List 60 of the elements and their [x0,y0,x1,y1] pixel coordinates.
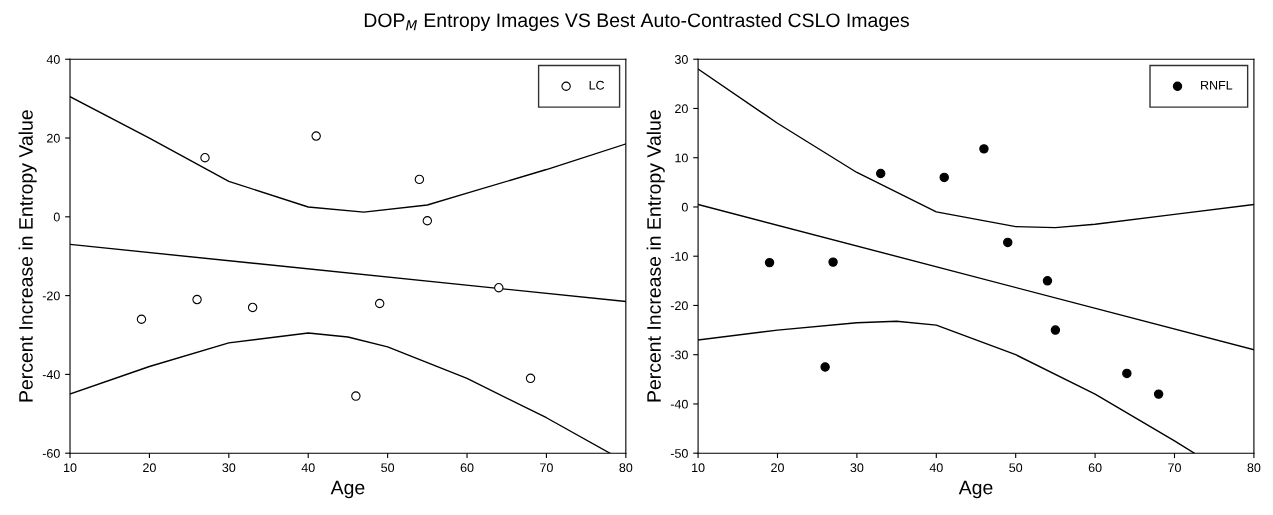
x-tick-label: 80 [619,463,633,473]
y-tick-label: 30 [674,55,688,64]
point [351,391,361,401]
x-tick-label: 20 [143,463,156,473]
point [414,174,425,185]
point [192,294,202,305]
y-axis-title: Percent Increase in Entropy Value [18,110,37,402]
x-tick-label: 50 [1009,463,1023,473]
x-tick-label: 50 [381,463,395,473]
y-tick-label: -20 [670,301,688,311]
y-tick-label: -20 [42,291,60,301]
x-tick-label: 30 [850,463,864,473]
point [1153,389,1164,399]
y-tick-label: -40 [670,399,688,409]
point [311,131,321,141]
point [764,257,775,268]
y-tick-label: 20 [675,104,688,114]
point [247,302,258,313]
point [374,298,385,309]
point [525,373,536,384]
point [494,283,504,293]
y-tick-label: 20 [47,133,60,143]
x-axis-title: Age [330,480,365,499]
y-tick-label: 10 [675,153,688,163]
point [422,216,433,226]
y-tick-label: 0 [681,202,688,212]
x-tick-label: 60 [1088,463,1102,473]
legend-label: RNFL [1201,80,1233,90]
x-tick-label: 10 [692,463,705,473]
point [979,144,989,154]
y-tick-label: -30 [670,350,688,360]
x-tick-label: 70 [1168,463,1181,473]
y-axis-title: Percent Increase in Entropy Value [646,110,665,402]
point [939,172,949,183]
x-tick-label: 20 [771,463,784,473]
point [875,168,886,179]
point [1050,325,1061,335]
point [136,314,147,324]
x-tick-label: 30 [222,463,236,473]
y-tick-label: -50 [670,449,688,458]
y-tick-label: 0 [53,212,60,222]
point [1042,276,1053,286]
point [828,257,838,267]
y-tick-label: -40 [42,370,60,380]
point [200,152,210,163]
point [1003,237,1013,248]
point [1122,368,1132,379]
x-axis-title: Age [958,480,993,499]
x-tick-label: 40 [929,463,943,473]
x-tick-label: 70 [540,463,553,473]
y-tick-label: 40 [46,55,60,64]
y-tick-label: -60 [42,449,60,458]
x-tick-label: 80 [1247,463,1261,473]
point [820,362,830,372]
chart-title: DOP$_{M}$ Entropy Images VS Best Auto-Contrasted CSLO Images [364,12,909,31]
x-tick-label: 40 [301,463,315,473]
legend-label: LC [589,80,605,90]
x-tick-label: 10 [64,463,77,473]
x-tick-label: 60 [460,463,474,473]
y-tick-label: -10 [670,252,688,261]
